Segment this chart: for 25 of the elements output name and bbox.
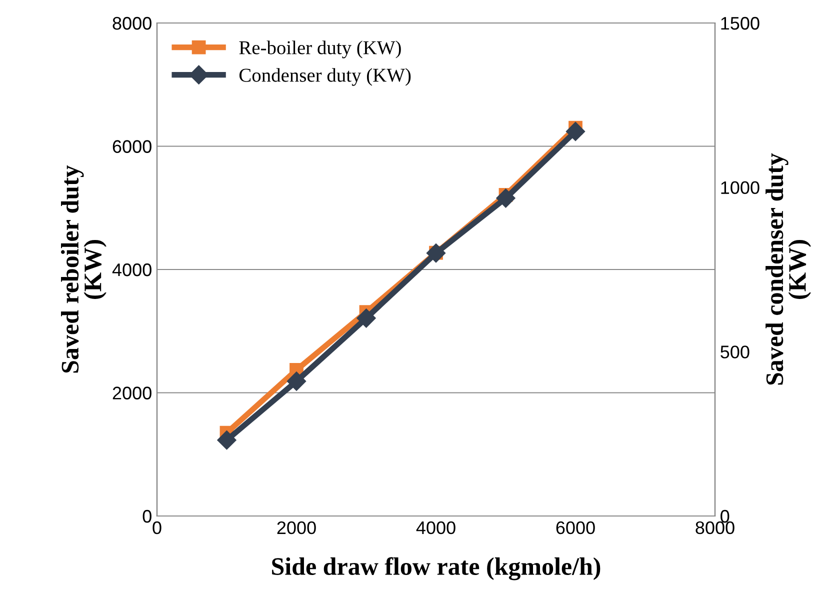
legend-label: Condenser duty (KW) xyxy=(239,68,411,86)
point xyxy=(426,244,446,263)
point xyxy=(496,188,516,208)
y2-tick-label: 500 xyxy=(720,346,750,358)
x-tick-label: 0 xyxy=(152,521,162,534)
y-tick-label: 0 xyxy=(142,510,152,523)
legend-label: Re-boiler duty (KW) xyxy=(239,40,401,58)
y2-tick-label: 1000 xyxy=(721,181,760,194)
y-tick-label: 4000 xyxy=(112,263,152,276)
y2-tick-label: 0 xyxy=(720,510,730,523)
point xyxy=(286,372,306,391)
y2-axis-title: Saved condenser duty (KW) xyxy=(766,153,811,385)
x-tick-label: 6000 xyxy=(556,521,595,534)
point xyxy=(356,308,376,328)
x-tick-label: 4000 xyxy=(416,521,456,534)
point xyxy=(566,122,586,141)
y2-tick-label: 1500 xyxy=(721,16,760,30)
x-tick-label: 2000 xyxy=(277,521,316,534)
y-tick-label: 6000 xyxy=(112,140,152,153)
point xyxy=(217,430,236,450)
y-tick-label: 8000 xyxy=(112,16,152,30)
y-axis-title: Saved reboiler duty (KW) xyxy=(61,165,106,373)
x-axis-title: Side draw flow rate (kgmole/h) xyxy=(272,557,600,580)
y-tick-label: 2000 xyxy=(112,386,152,400)
x-tick-label: 8000 xyxy=(696,521,734,534)
